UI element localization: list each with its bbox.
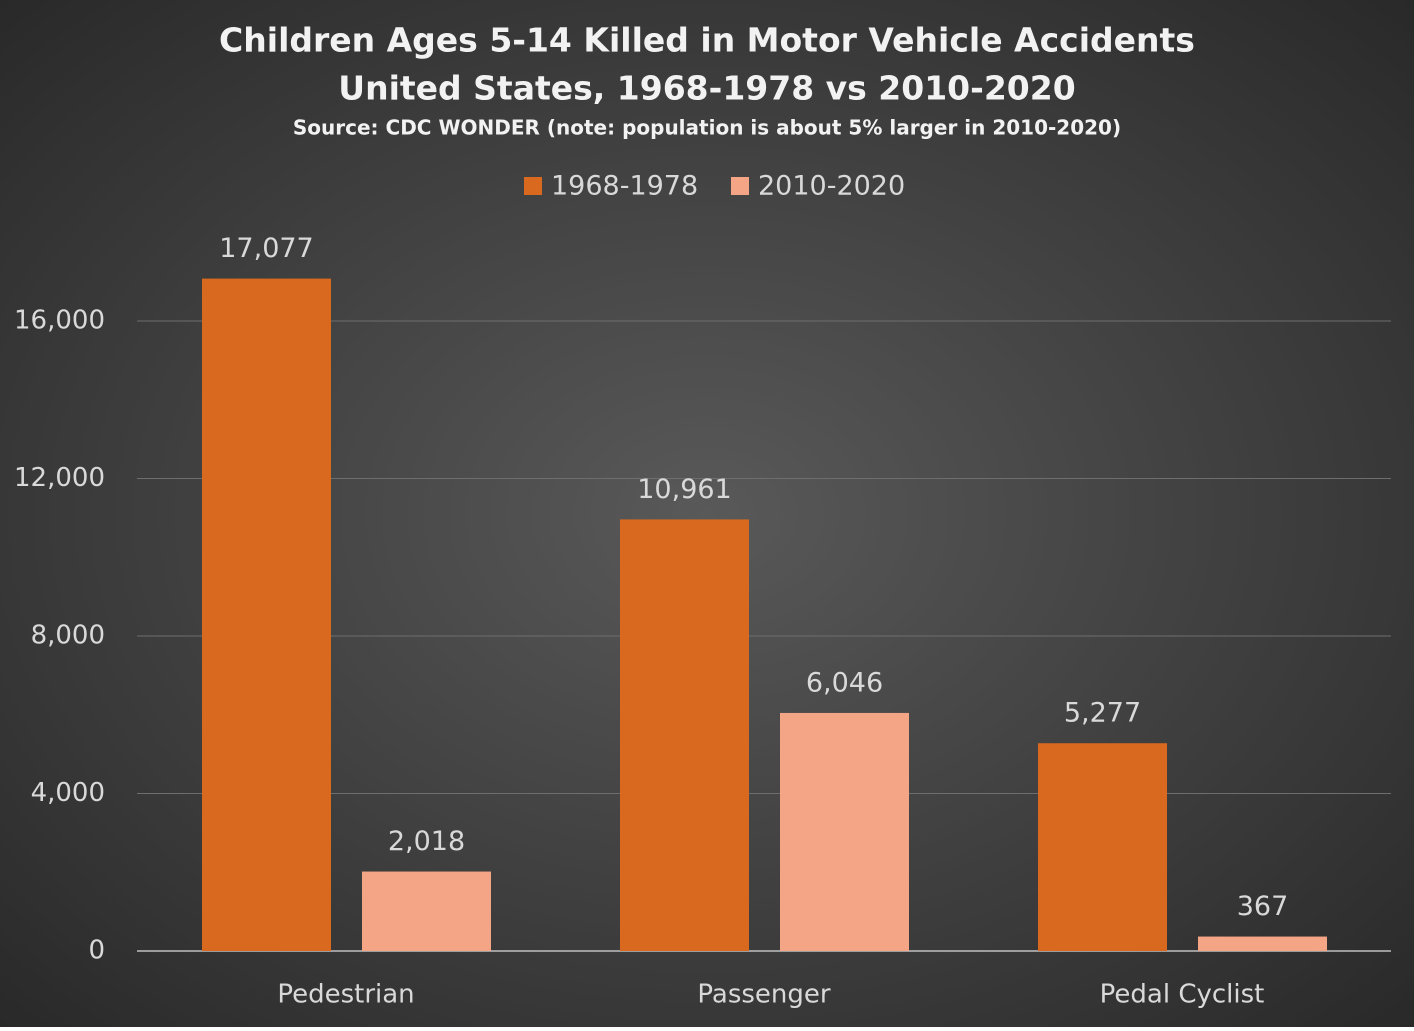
chart-title: Children Ages 5-14 Killed in Motor Vehic… [219,21,1195,60]
bar [1198,936,1327,951]
legend-swatch [731,177,749,195]
value-label: 17,077 [219,233,313,264]
legend-label: 1968-1978 [551,171,698,202]
x-tick-label: Passenger [697,980,831,1010]
y-tick-label: 4,000 [31,778,105,808]
y-tick-label: 8,000 [31,621,105,651]
bar [202,278,331,951]
y-tick-label: 12,000 [14,463,105,493]
value-label: 6,046 [806,667,883,698]
legend-label: 2010-2020 [758,171,905,202]
x-tick-label: Pedal Cyclist [1100,980,1265,1010]
bar [362,871,491,951]
value-label: 5,277 [1064,698,1141,729]
chart-subtitle: Source: CDC WONDER (note: population is … [293,116,1121,140]
y-tick-label: 0 [88,936,105,966]
y-tick-label: 16,000 [14,306,105,336]
bar [1038,743,1167,951]
value-label: 367 [1237,891,1289,922]
value-label: 10,961 [637,474,731,505]
bar [780,712,909,951]
bar [620,519,749,951]
x-tick-label: Pedestrian [277,980,414,1010]
legend-swatch [524,177,542,195]
chart-title: United States, 1968-1978 vs 2010-2020 [338,69,1075,108]
value-label: 2,018 [388,826,465,857]
